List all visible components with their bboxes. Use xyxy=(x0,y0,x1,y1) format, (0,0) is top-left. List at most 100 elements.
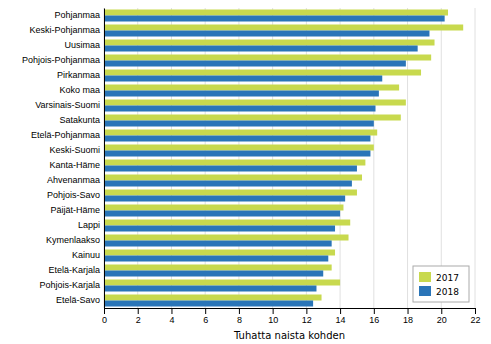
y-tick: Päijät-Häme xyxy=(50,205,104,215)
bar xyxy=(104,100,406,106)
bar xyxy=(104,280,340,286)
x-tick-label: 2 xyxy=(136,315,141,325)
x-tick-label: 22 xyxy=(470,315,480,325)
x-tick-label: 14 xyxy=(336,315,346,325)
y-tick: Koko maa xyxy=(59,85,104,95)
bar xyxy=(104,241,332,247)
y-tick: Kanta-Häme xyxy=(49,160,104,170)
x-tick-label: 16 xyxy=(369,315,379,325)
bar xyxy=(104,271,323,277)
y-tick-label: Etelä-Savo xyxy=(56,295,100,305)
legend-label: 2018 xyxy=(436,287,459,297)
y-tick-label: Keski-Suomi xyxy=(49,145,100,155)
y-tick: Pohjanmaa xyxy=(54,10,104,20)
legend-label: 2017 xyxy=(436,273,459,283)
grid-line xyxy=(272,8,273,308)
x-tick-mark xyxy=(104,308,105,314)
y-tick: Varsinais-Suomi xyxy=(35,100,104,110)
grid-line xyxy=(306,8,307,308)
y-tick: Ahvenanmaa xyxy=(47,175,104,185)
bar xyxy=(104,175,362,181)
grid-line xyxy=(340,8,341,308)
x-tick-label: 0 xyxy=(102,315,107,325)
bar xyxy=(104,46,418,52)
bar xyxy=(104,76,382,82)
y-tick: Keski-Suomi xyxy=(49,145,104,155)
y-tick: Pohjois-Karjala xyxy=(39,280,104,290)
x-tick-label: 8 xyxy=(237,315,242,325)
y-tick: Etelä-Karjala xyxy=(48,265,104,275)
bar xyxy=(104,55,431,61)
x-tick: 6 xyxy=(203,308,208,325)
legend-swatch xyxy=(419,272,431,282)
x-tick-label: 12 xyxy=(302,315,312,325)
y-tick-label: Pohjois-Pohjanmaa xyxy=(22,55,100,65)
x-tick-label: 6 xyxy=(203,315,208,325)
y-tick: Etelä-Savo xyxy=(56,295,104,305)
x-tick-mark xyxy=(205,308,206,314)
x-tick-mark xyxy=(239,308,240,314)
y-tick-label: Kainuu xyxy=(72,250,100,260)
bar xyxy=(104,211,340,217)
grid-line xyxy=(238,8,239,308)
x-tick-mark xyxy=(171,308,172,314)
grid-line xyxy=(407,8,408,308)
y-tick: Pirkanmaa xyxy=(57,70,104,80)
x-tick-label: 10 xyxy=(268,315,278,325)
bar xyxy=(104,31,429,37)
plot: 0 2 4 6 8 10 12 14 16 18 20 22 Pohjanmaa Keski-Pohjan… xyxy=(22,8,481,325)
y-tick: Kainuu xyxy=(72,250,104,260)
y-tick-label: Päijät-Häme xyxy=(50,205,100,215)
x-tick: 8 xyxy=(237,308,242,325)
y-tick-label: Etelä-Karjala xyxy=(48,265,100,275)
x-tick: 20 xyxy=(437,308,447,325)
x-tick-mark xyxy=(138,308,139,314)
y-axis: Pohjanmaa Keski-Pohjanmaa Uusimaa Pohjois-P… xyxy=(22,9,105,309)
bar xyxy=(104,301,313,307)
grid-line xyxy=(171,8,172,308)
bar xyxy=(104,91,379,97)
bar xyxy=(104,25,463,31)
legend: 2017 2018 xyxy=(413,266,469,302)
x-tick: 2 xyxy=(136,308,141,325)
bar xyxy=(104,130,377,136)
y-tick: Lappi xyxy=(78,220,104,230)
bar xyxy=(104,265,332,271)
bar xyxy=(104,145,374,151)
x-tick: 0 xyxy=(102,308,107,325)
x-tick-mark xyxy=(441,308,442,314)
x-tick-mark xyxy=(273,308,274,314)
grid-line xyxy=(137,8,138,308)
bar xyxy=(104,160,365,166)
x-tick-mark xyxy=(408,308,409,314)
y-tick-label: Satakunta xyxy=(59,115,100,125)
x-tick: 18 xyxy=(403,308,413,325)
bar xyxy=(104,16,445,22)
x-tick: 4 xyxy=(169,308,174,325)
bar xyxy=(104,40,435,46)
x-tick-mark xyxy=(306,308,307,314)
y-tick-label: Lappi xyxy=(78,220,100,230)
legend-frame xyxy=(413,266,469,302)
y-tick: Uusimaa xyxy=(64,40,104,50)
y-tick-label: Koko maa xyxy=(59,85,100,95)
bar xyxy=(104,286,316,292)
bar xyxy=(104,250,335,256)
grid-line xyxy=(441,8,442,308)
x-tick: 12 xyxy=(302,308,312,325)
x-tick: 14 xyxy=(336,308,346,325)
y-tick: Keski-Pohjanmaa xyxy=(29,25,104,35)
y-tick-label: Uusimaa xyxy=(64,40,100,50)
bar xyxy=(104,70,421,76)
y-tick-label: Pirkanmaa xyxy=(57,70,100,80)
x-tick: 16 xyxy=(369,308,379,325)
y-tick: Pohjois-Savo xyxy=(47,190,104,200)
y-tick-label: Keski-Pohjanmaa xyxy=(29,25,100,35)
bar xyxy=(104,121,374,127)
series xyxy=(104,10,463,301)
y-tick-label: Varsinais-Suomi xyxy=(35,100,100,110)
bars xyxy=(104,10,463,307)
x-tick-mark xyxy=(340,308,341,314)
bar xyxy=(104,106,376,112)
x-tick: 22 xyxy=(470,308,480,325)
